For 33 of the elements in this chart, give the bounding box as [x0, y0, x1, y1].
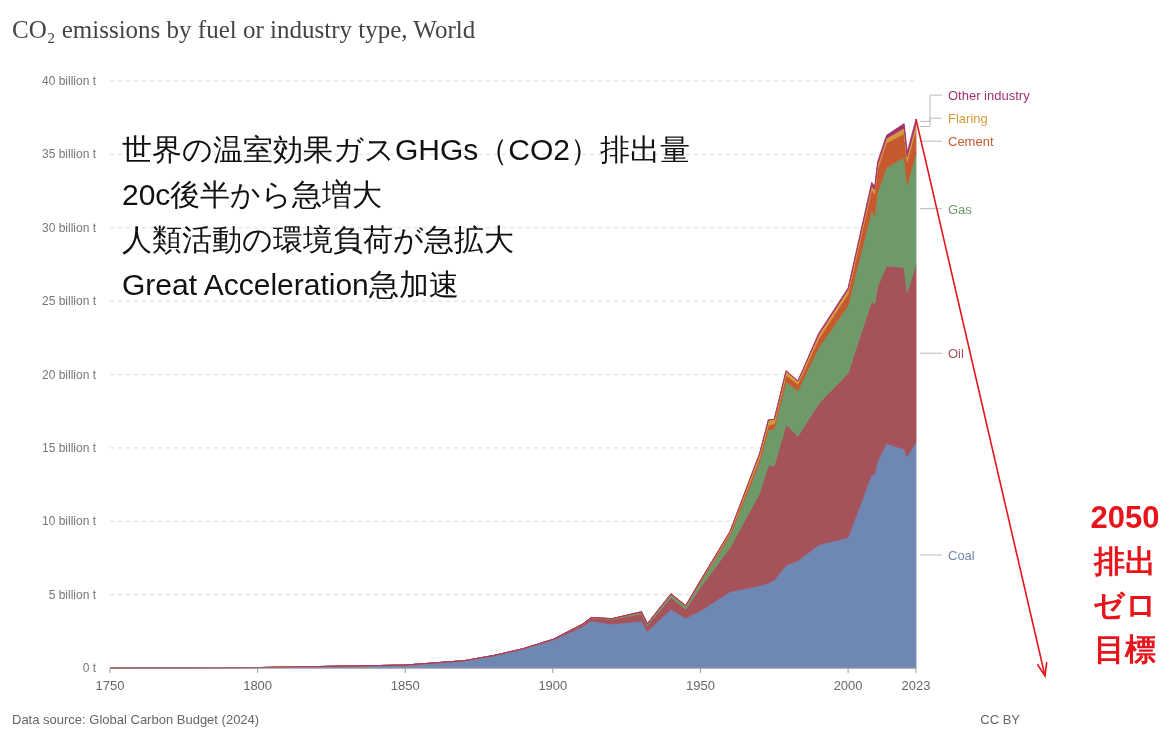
text: Other industry	[948, 88, 1031, 104]
x-tick-label: 1900	[538, 678, 568, 693]
text: Coal	[948, 548, 975, 563]
text: Gas	[948, 201, 973, 217]
x-tick-label: 2023	[901, 678, 931, 693]
y-tick-label: 30 billion t	[41, 220, 97, 235]
text: 排出	[1093, 544, 1156, 579]
x-tick-label: 2000	[833, 678, 863, 693]
annotation: 人類活動の環境負荷が急拡大	[122, 223, 514, 256]
y-tick-label: 15 billion t	[41, 440, 97, 455]
text: 目標	[1094, 632, 1156, 667]
source-note: Data source: Global Carbon Budget (2024)	[12, 712, 260, 727]
text: Oil	[948, 346, 964, 362]
text: ゼロ	[1093, 588, 1157, 623]
text: Cement	[948, 134, 994, 150]
y-tick-label: 40 billion t	[41, 74, 97, 88]
y-tick-label: 10 billion t	[41, 514, 97, 529]
y-tick-label: 0 t	[82, 661, 97, 675]
y-tick-label: 20 billion t	[41, 367, 97, 382]
chart-title: CO₂ emissions by fuel or industry type, World	[12, 16, 476, 43]
y-tick-label: 35 billion t	[41, 147, 97, 162]
text: CC BY	[980, 712, 1021, 727]
annotation: 20c後半から急増大	[122, 178, 383, 211]
x-tick-label: 1750	[95, 678, 125, 693]
x-tick-label: 1950	[686, 678, 715, 693]
annotation: 世界の温室効果ガスGHGs（CO2）排出量	[122, 133, 691, 166]
x-tick-label: 1800	[243, 678, 273, 693]
y-tick-label: 25 billion t	[41, 294, 97, 309]
y-tick-label: 5 billion t	[48, 587, 97, 602]
text: Flaring	[948, 111, 988, 127]
annotation: Great Acceleration急加速	[122, 268, 459, 301]
text: 2050	[1090, 500, 1160, 535]
x-tick-label: 1850	[390, 678, 420, 693]
